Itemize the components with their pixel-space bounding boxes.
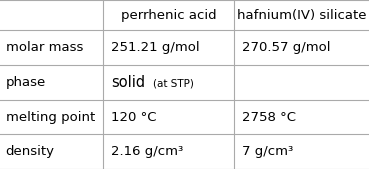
Text: molar mass: molar mass xyxy=(6,41,83,54)
Text: hafnium(IV) silicate: hafnium(IV) silicate xyxy=(237,9,366,22)
Text: 7 g/cm³: 7 g/cm³ xyxy=(242,145,293,158)
Text: density: density xyxy=(6,145,55,158)
Text: perrhenic acid: perrhenic acid xyxy=(121,9,217,22)
Text: 251.21 g/mol: 251.21 g/mol xyxy=(111,41,200,54)
Text: 270.57 g/mol: 270.57 g/mol xyxy=(242,41,330,54)
Text: 120 °C: 120 °C xyxy=(111,111,156,124)
Text: solid: solid xyxy=(111,75,145,90)
Text: (at STP): (at STP) xyxy=(153,78,194,88)
Text: phase: phase xyxy=(6,76,46,89)
Text: melting point: melting point xyxy=(6,111,95,124)
Text: 2758 °C: 2758 °C xyxy=(242,111,296,124)
Text: 2.16 g/cm³: 2.16 g/cm³ xyxy=(111,145,183,158)
